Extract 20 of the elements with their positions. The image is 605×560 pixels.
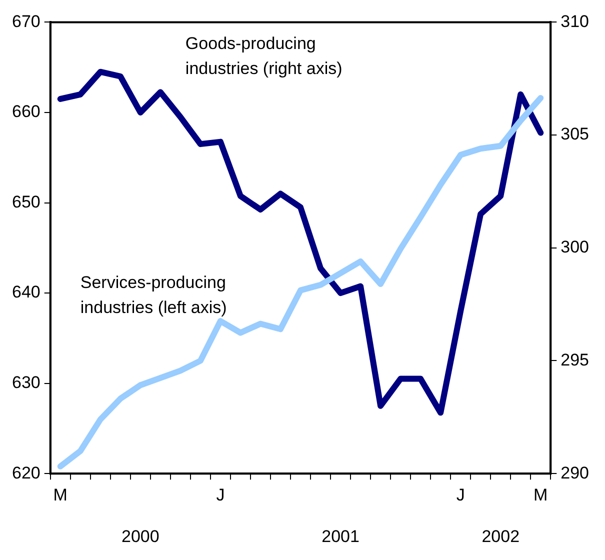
y-tick-label: 660 bbox=[12, 102, 40, 122]
x-tick-label: M bbox=[53, 485, 68, 504]
y-tick-label: 630 bbox=[12, 373, 40, 392]
x-tick-label: J bbox=[216, 485, 225, 504]
y2-tick-label: 295 bbox=[560, 350, 590, 370]
x-tick-label: M bbox=[534, 485, 548, 504]
y2-tick-label: 290 bbox=[560, 463, 590, 482]
y2-tick-label: 305 bbox=[560, 124, 590, 144]
text: 2001 bbox=[322, 526, 360, 546]
y2-tick-label: 300 bbox=[560, 238, 590, 257]
y2-tick-label: 310 bbox=[560, 12, 590, 31]
y-tick-label: 620 bbox=[12, 463, 40, 482]
text: 2002 bbox=[482, 526, 520, 546]
y-tick-label: 640 bbox=[12, 282, 40, 302]
series-label: Services-producing industries (left axis) bbox=[80, 273, 227, 318]
y-tick-label: 670 bbox=[12, 12, 40, 31]
y-tick-label: 650 bbox=[12, 192, 40, 212]
series-label: Goods-producing industries (right axis) bbox=[185, 34, 342, 78]
text: 2000 bbox=[122, 526, 160, 546]
x-tick-label: J bbox=[456, 485, 465, 504]
